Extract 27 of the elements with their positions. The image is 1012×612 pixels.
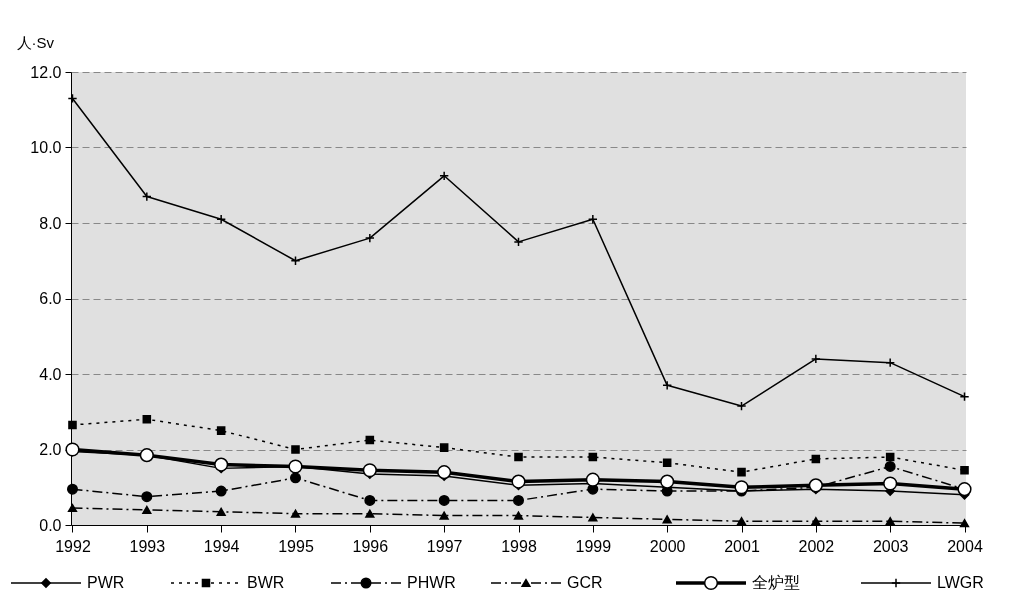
legend-label: GCR	[567, 574, 603, 591]
x-tick-label: 2000	[649, 537, 686, 555]
y-tick-label: 2.0	[39, 441, 62, 458]
x-tick-label: 2001	[724, 537, 760, 555]
y-axis-title: 人·Sv	[16, 33, 55, 51]
legend-label: PWR	[87, 574, 125, 591]
y-tick-label: 0.0	[39, 516, 62, 534]
x-tick-label: 1994	[203, 537, 240, 555]
legend-label: LWGR	[937, 574, 984, 591]
y-tick-label: 4.0	[39, 365, 62, 383]
x-tick-label: 1997	[426, 537, 463, 555]
x-tick-label: 1995	[278, 537, 314, 555]
legend-label: 全炉型	[752, 574, 800, 591]
x-tick-label: 1998	[501, 537, 537, 555]
x-tick-label: 1993	[129, 537, 166, 555]
y-tick-label: 12.0	[30, 63, 62, 81]
x-tick-label: 2004	[947, 537, 983, 555]
x-tick-label: 1999	[575, 537, 612, 555]
y-tick-label: 10.0	[30, 139, 62, 156]
legend-label: BWR	[247, 574, 285, 591]
x-tick-label: 2002	[798, 537, 835, 555]
x-tick-label: 1996	[352, 537, 389, 555]
x-tick-label: 1992	[55, 537, 91, 555]
legend-label: PHWR	[407, 574, 456, 591]
y-tick-label: 6.0	[39, 290, 62, 307]
y-tick-label: 8.0	[39, 214, 62, 232]
x-tick-label: 2003	[872, 537, 909, 555]
